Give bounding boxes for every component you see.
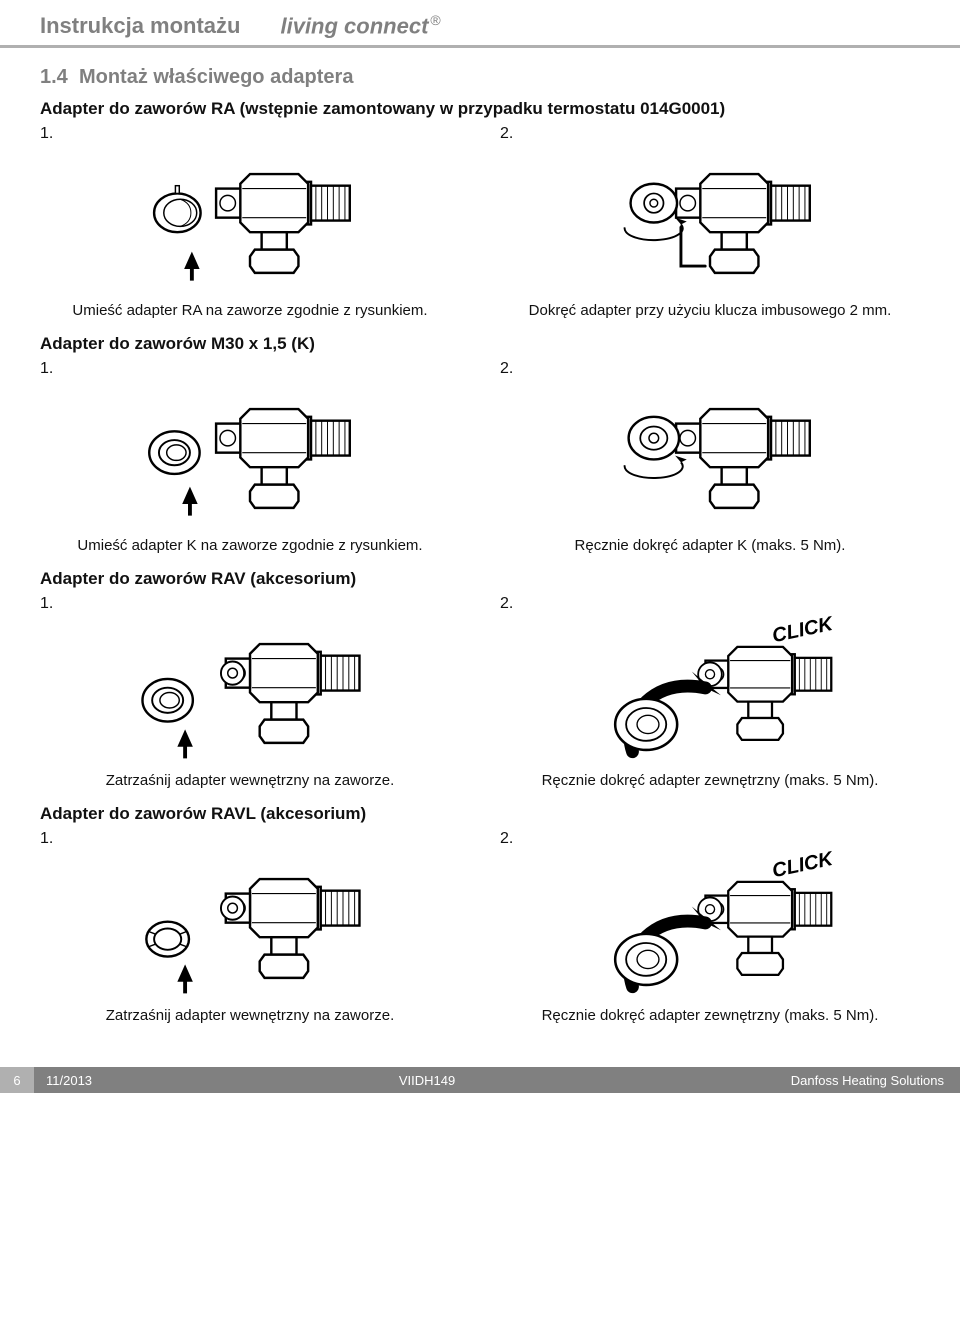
footer-page-number: 6 [0, 1067, 34, 1093]
step-row: 1. Zatr [40, 830, 920, 1029]
diagram-ra2 [500, 145, 920, 300]
step-number: 1. [40, 125, 460, 143]
caption: Ręcznie dokręć adapter zewnętrzny (maks.… [500, 772, 920, 794]
step-number: 1. [40, 595, 460, 613]
section-title: 1.4 Montaż właściwego adaptera [40, 66, 920, 89]
step-row: 1. Umieść adapter RA na zaworze zgodnie … [40, 125, 920, 324]
caption: Zatrzaśnij adapter wewnętrzny na zaworze… [40, 772, 460, 794]
footer-brand: Danfoss Heating Solutions [700, 1067, 960, 1093]
diagram-ravl1 [40, 850, 460, 1005]
group-heading: Adapter do zaworów RAV (akcesorium) [40, 569, 920, 589]
step-col: 1. Zatr [40, 830, 460, 1029]
step-number: 2. [500, 830, 920, 848]
step-col: 1. Umieść adapter RA na zaworze zgodnie … [40, 125, 460, 324]
caption: Zatrzaśnij adapter wewnętrzny na zaworze… [40, 1007, 460, 1029]
click-label: CLICK [770, 615, 836, 647]
step-col: 1. Umieść adapter K na zaworze zgodnie z… [40, 360, 460, 559]
diagram-rav1 [40, 615, 460, 770]
header-right: living connect® [280, 12, 440, 39]
caption: Umieść adapter K na zaworze zgodnie z ry… [40, 537, 460, 559]
caption: Umieść adapter RA na zaworze zgodnie z r… [40, 302, 460, 324]
step-row: 1. Zatrzaśnij adapter wewnętrzny na zawo… [40, 595, 920, 794]
content: 1.4 Montaż właściwego adaptera Adapter d… [0, 48, 960, 1053]
diagram-k1 [40, 380, 460, 535]
click-label: CLICK [770, 850, 836, 882]
step-col: 2. CLICK Ręcznie dokręć adapter zewnętrz… [500, 830, 920, 1029]
caption: Ręcznie dokręć adapter K (maks. 5 Nm). [500, 537, 920, 559]
step-number: 2. [500, 595, 920, 613]
group-heading: Adapter do zaworów RA (wstępnie zamontow… [40, 99, 920, 119]
step-number: 2. [500, 360, 920, 378]
footer-doc-code: VIIDH149 [154, 1067, 700, 1093]
header-left: Instrukcja montażu [40, 13, 240, 39]
group-heading: Adapter do zaworów M30 x 1,5 (K) [40, 334, 920, 354]
step-col: 2. Dokręć adapter przy użyciu klucza imb… [500, 125, 920, 324]
step-number: 1. [40, 360, 460, 378]
step-col: 2. CLICK Ręcznie dokręć a [500, 595, 920, 794]
step-number: 2. [500, 125, 920, 143]
group-heading: Adapter do zaworów RAVL (akcesorium) [40, 804, 920, 824]
caption: Dokręć adapter przy użyciu klucza imbuso… [500, 302, 920, 324]
diagram-ra1 [40, 145, 460, 300]
diagram-rav2: CLICK [500, 615, 920, 770]
step-col: 1. Zatrzaśnij adapter wewnętrzny na zawo… [40, 595, 460, 794]
caption: Ręcznie dokręć adapter zewnętrzny (maks.… [500, 1007, 920, 1029]
step-number: 1. [40, 830, 460, 848]
step-row: 1. Umieść adapter K na zaworze zgodnie z… [40, 360, 920, 559]
step-col: 2. Ręcznie dokręć adapter K (maks. 5 Nm)… [500, 360, 920, 559]
page-header: Instrukcja montażu living connect® [0, 0, 960, 48]
footer-date: 11/2013 [34, 1067, 154, 1093]
page-footer: 6 11/2013 VIIDH149 Danfoss Heating Solut… [0, 1067, 960, 1093]
diagram-k2 [500, 380, 920, 535]
diagram-ravl2: CLICK [500, 850, 920, 1005]
